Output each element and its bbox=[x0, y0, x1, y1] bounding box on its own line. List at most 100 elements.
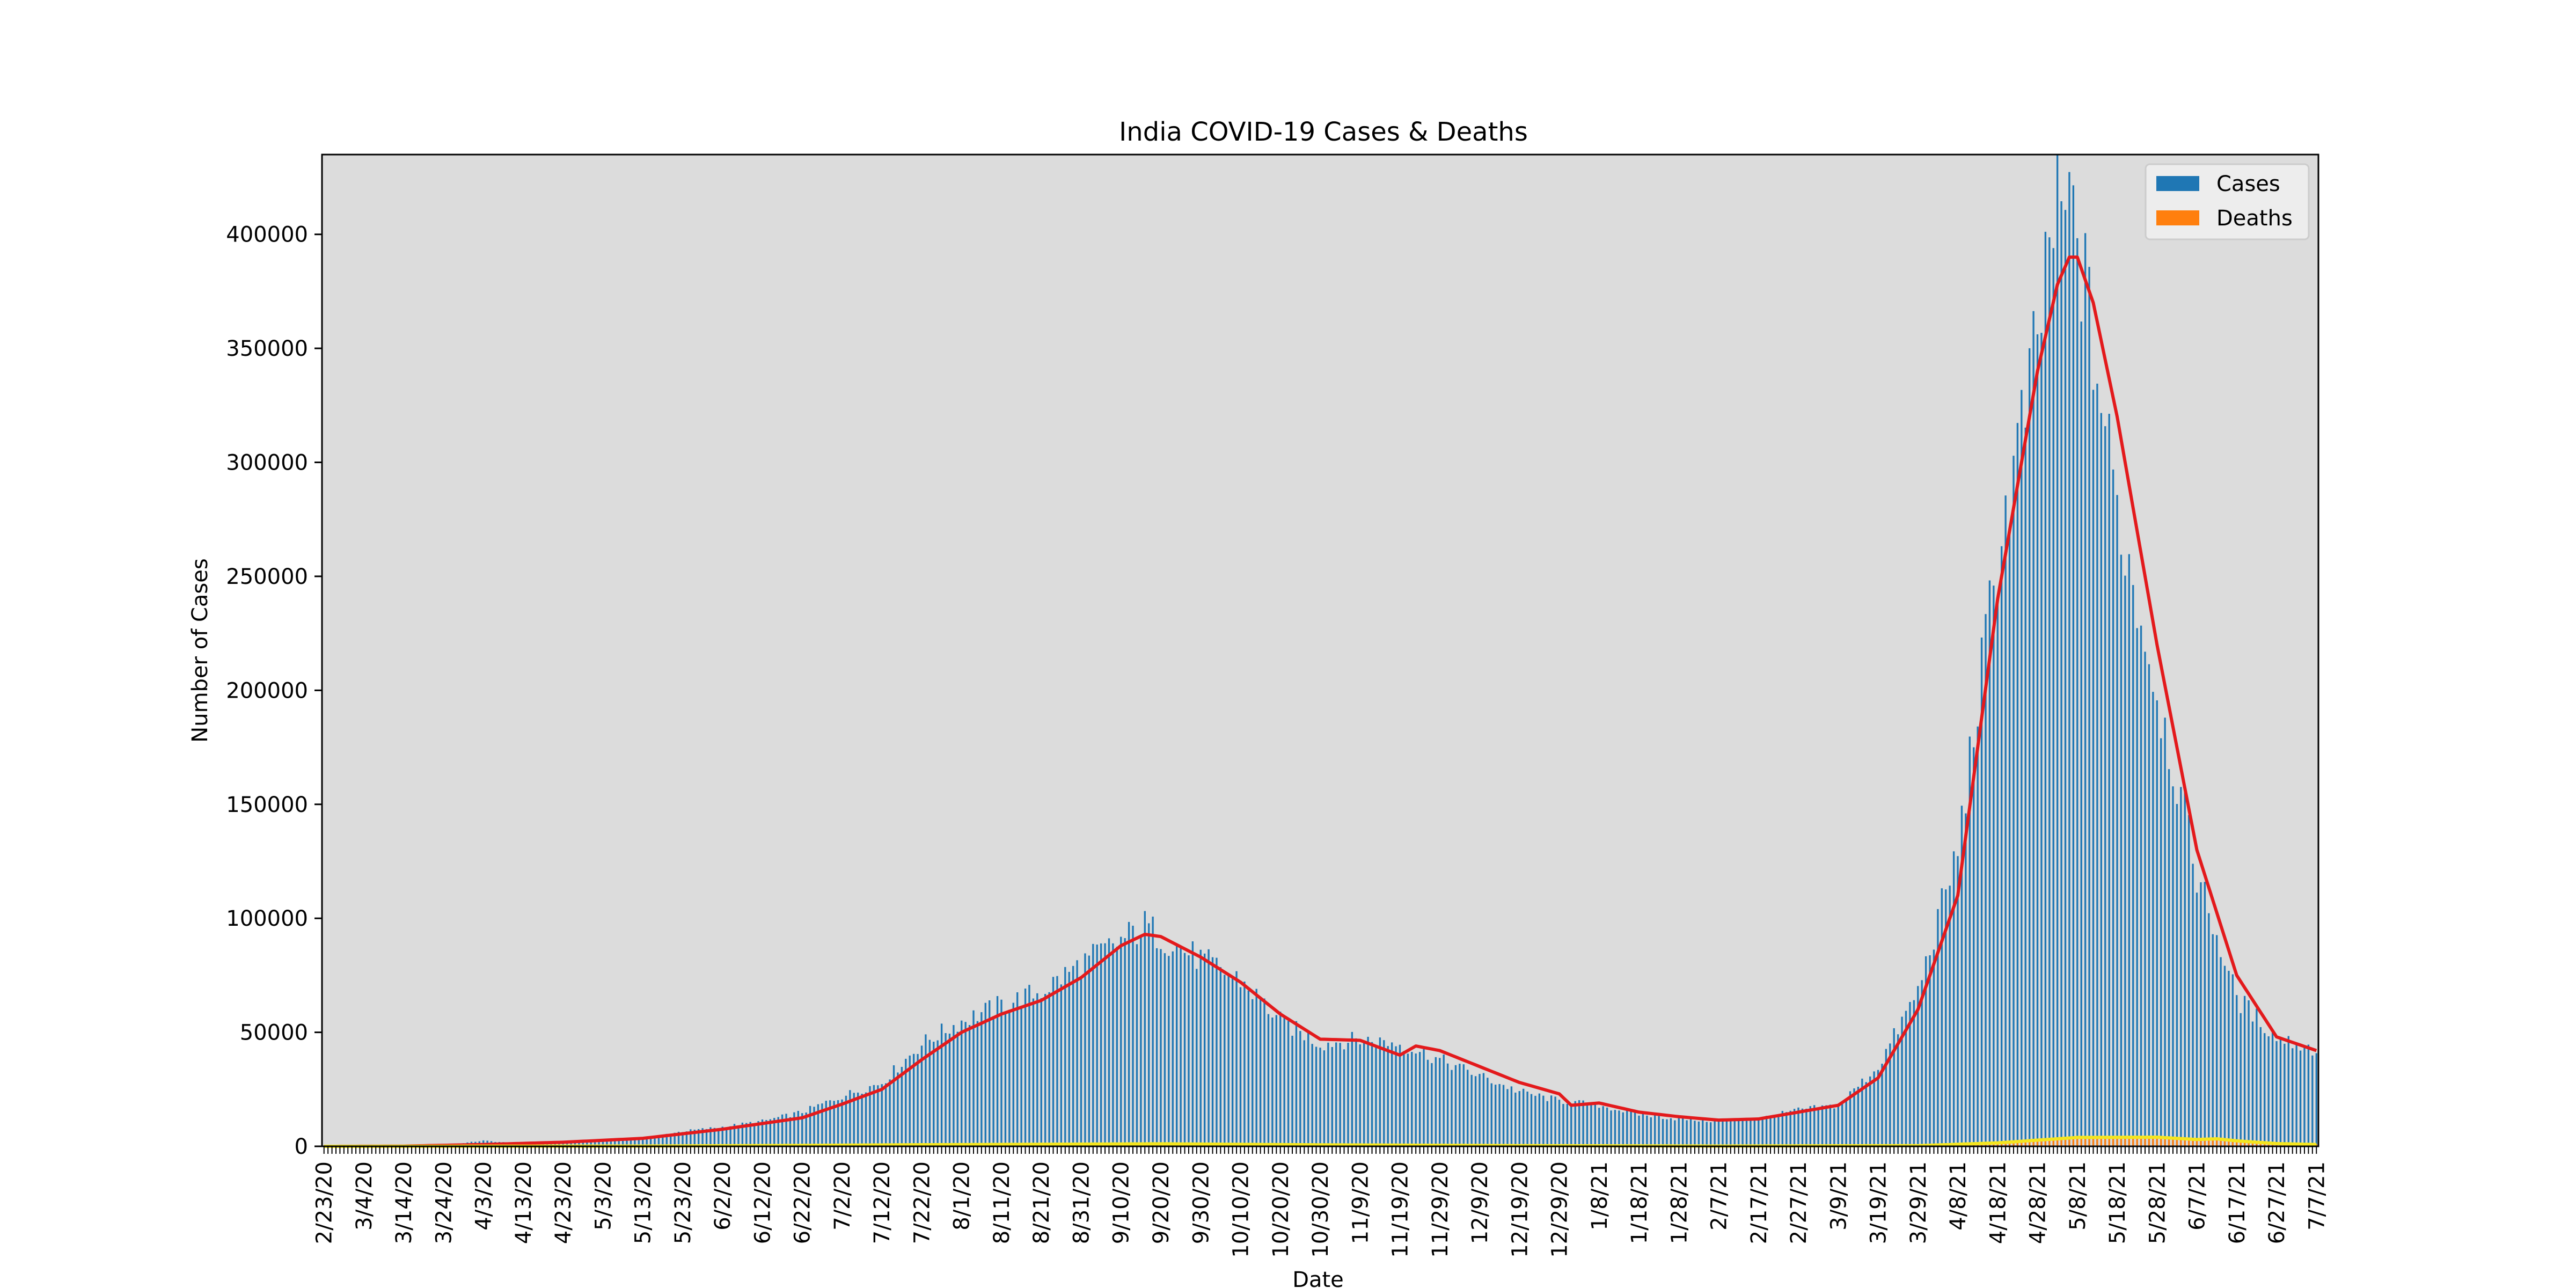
cases-bar bbox=[1514, 1092, 1517, 1146]
cases-bar bbox=[1168, 956, 1170, 1146]
cases-bar bbox=[1869, 1076, 1871, 1146]
cases-bar bbox=[649, 1137, 652, 1146]
cases-bar bbox=[749, 1122, 751, 1146]
x-tick-label: 7/2/20 bbox=[830, 1161, 855, 1231]
deaths-bar bbox=[2116, 1137, 2118, 1146]
cases-bar bbox=[2284, 1043, 2286, 1146]
deaths-bar bbox=[2016, 1141, 2019, 1146]
cases-bar bbox=[1160, 949, 1162, 1146]
deaths-bar bbox=[2231, 1141, 2234, 1146]
cases-bar bbox=[2299, 1050, 2302, 1146]
x-axis: 2/23/20 3/4/20 3/14/20 3/24/20 4/3/20 4/13/20… bbox=[312, 1146, 2329, 1258]
cases-bar bbox=[1407, 1053, 1409, 1146]
x-tick-label: 12/19/20 bbox=[1507, 1161, 1532, 1258]
cases-bar bbox=[2292, 1048, 2294, 1146]
cases-bar bbox=[1191, 941, 1194, 1146]
deaths-bar bbox=[2084, 1137, 2087, 1146]
deaths-bar bbox=[2029, 1140, 2031, 1146]
cases-bar bbox=[769, 1119, 771, 1146]
cases-bar bbox=[2168, 769, 2170, 1146]
cases-bar bbox=[2084, 233, 2087, 1146]
cases-bar bbox=[1343, 1049, 1345, 1146]
cases-bar bbox=[1239, 987, 1242, 1146]
cases-bar bbox=[2228, 970, 2230, 1146]
deaths-bar bbox=[2076, 1137, 2079, 1146]
cases-bar bbox=[594, 1140, 596, 1146]
deaths-bar bbox=[2208, 1139, 2210, 1146]
cases-bar bbox=[825, 1101, 827, 1146]
cases-bar bbox=[1813, 1105, 1816, 1146]
cases-bar bbox=[2116, 495, 2118, 1146]
deaths-bar bbox=[2315, 1144, 2317, 1146]
cases-bar bbox=[725, 1128, 728, 1146]
x-tick-label: 3/19/21 bbox=[1867, 1161, 1891, 1244]
cases-bar bbox=[2108, 414, 2110, 1146]
cases-bar bbox=[682, 1132, 684, 1146]
cases-bar bbox=[1769, 1116, 1772, 1146]
cases-bar bbox=[1741, 1120, 1744, 1146]
cases-bar bbox=[1415, 1053, 1417, 1146]
cases-bar bbox=[2104, 426, 2106, 1146]
cases-bar bbox=[1801, 1108, 1804, 1146]
cases-bar bbox=[1028, 985, 1030, 1146]
cases-bar bbox=[1080, 977, 1082, 1146]
cases-bar bbox=[1709, 1122, 1712, 1146]
cases-bar bbox=[1395, 1046, 1397, 1146]
cases-bar bbox=[1016, 992, 1019, 1146]
cases-bar bbox=[1331, 1046, 1333, 1146]
cases-bar bbox=[917, 1053, 919, 1146]
cases-bar bbox=[2060, 201, 2062, 1146]
cases-bar bbox=[1554, 1096, 1556, 1146]
cases-bar bbox=[598, 1140, 600, 1146]
cases-bar bbox=[2056, 154, 2059, 1146]
cases-bar bbox=[2132, 585, 2134, 1146]
cases-bar bbox=[1311, 1044, 1313, 1146]
deaths-bar bbox=[2160, 1137, 2162, 1146]
cases-bar bbox=[2240, 1013, 2242, 1146]
cases-bar bbox=[813, 1107, 815, 1146]
cases-bar bbox=[1387, 1046, 1389, 1146]
cases-bar bbox=[1116, 947, 1118, 1146]
cases-bar bbox=[1072, 965, 1074, 1146]
cases-bar bbox=[2024, 427, 2026, 1146]
cases-bar bbox=[1590, 1102, 1592, 1146]
cases-bar bbox=[785, 1114, 787, 1146]
x-tick-label: 3/4/20 bbox=[352, 1161, 377, 1231]
cases-bar bbox=[1295, 1021, 1298, 1146]
cases-bar bbox=[833, 1101, 835, 1146]
cases-bar bbox=[1785, 1112, 1788, 1146]
cases-bar bbox=[1068, 971, 1070, 1146]
cases-bar bbox=[1893, 1028, 1895, 1146]
cases-bar bbox=[1973, 747, 1975, 1146]
cases-bar bbox=[1809, 1106, 1811, 1146]
deaths-bar bbox=[2128, 1137, 2130, 1146]
cases-bar bbox=[869, 1086, 871, 1146]
cases-bar bbox=[2128, 554, 2130, 1146]
cases-bar bbox=[570, 1141, 572, 1146]
cases-bar bbox=[1399, 1044, 1401, 1146]
deaths-bar bbox=[2001, 1143, 2003, 1146]
cases-bar bbox=[1155, 948, 1158, 1146]
cases-bar bbox=[1128, 921, 1130, 1146]
cases-bar bbox=[781, 1114, 784, 1146]
cases-bar bbox=[1423, 1049, 1425, 1146]
cases-bar bbox=[1196, 969, 1198, 1146]
x-tick-label: 6/17/21 bbox=[2225, 1161, 2250, 1244]
cases-bar bbox=[2243, 996, 2246, 1146]
cases-bar bbox=[1188, 955, 1190, 1146]
deaths-bar bbox=[2251, 1141, 2254, 1146]
cases-bar bbox=[1630, 1111, 1632, 1146]
cases-bar bbox=[1287, 1021, 1290, 1146]
cases-bar bbox=[1952, 851, 1955, 1146]
cases-bar bbox=[1730, 1119, 1732, 1146]
cases-bar bbox=[2215, 935, 2218, 1146]
cases-bar bbox=[1773, 1117, 1776, 1146]
cases-bar bbox=[1084, 953, 1086, 1146]
cases-bar bbox=[1523, 1088, 1525, 1146]
cases-bar bbox=[1498, 1084, 1501, 1146]
cases-bar bbox=[1626, 1109, 1628, 1146]
deaths-bar bbox=[2060, 1138, 2062, 1146]
cases-bar bbox=[1965, 813, 1967, 1146]
cases-bar bbox=[1817, 1108, 1819, 1146]
cases-bar bbox=[1088, 955, 1091, 1146]
